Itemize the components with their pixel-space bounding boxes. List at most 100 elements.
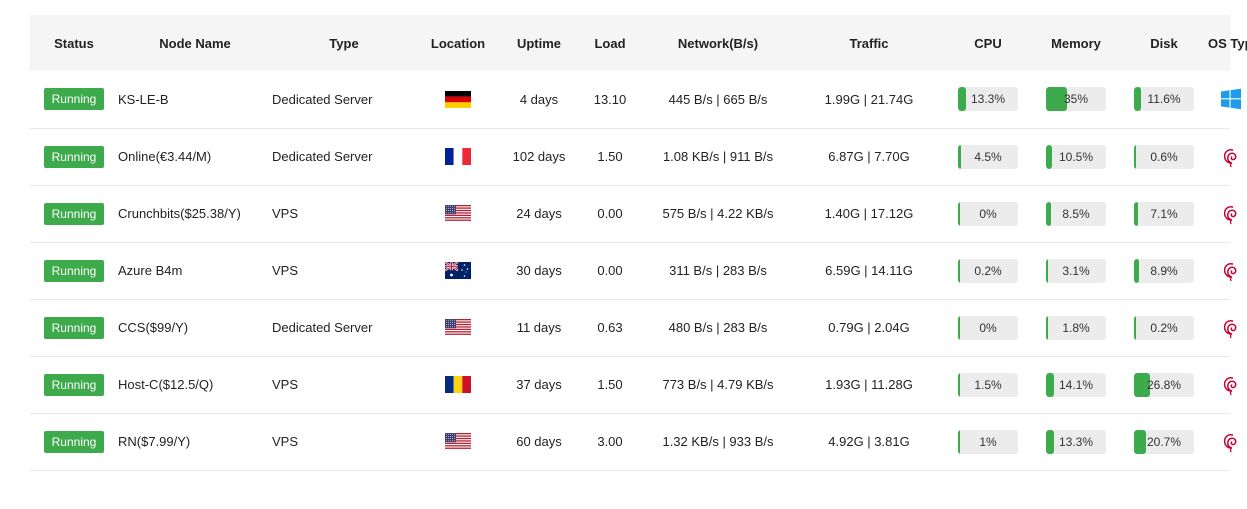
- table-row[interactable]: Running Host-C($12.5/Q) VPS 37 days 1.50 773 …: [30, 356, 1237, 413]
- cpu-bar-label: 13.3%: [970, 92, 1006, 107]
- location-cell: [416, 185, 500, 242]
- disk-bar: 0.6%: [1134, 144, 1194, 169]
- os-cell: [1208, 242, 1237, 299]
- cpu-bar-fill: [958, 372, 960, 397]
- header-status[interactable]: Status: [54, 35, 94, 51]
- us-flag-icon: [445, 205, 471, 223]
- memory-cell: 13.3%: [1032, 413, 1120, 470]
- table-row[interactable]: Running Crunchbits($25.38/Y) VPS 24 days 0.0…: [30, 185, 1237, 242]
- header-cpu[interactable]: CPU: [974, 35, 1002, 51]
- load: 0.00: [597, 263, 623, 278]
- os-cell: [1208, 185, 1237, 242]
- os-cell: [1208, 299, 1237, 356]
- header-traffic[interactable]: Traffic: [849, 35, 889, 51]
- status-cell: Running: [30, 356, 118, 413]
- node-name[interactable]: Host-C($12.5/Q): [118, 377, 214, 392]
- disk-bar-label: 0.6%: [1150, 149, 1178, 164]
- node-type: VPS: [272, 206, 299, 221]
- load: 3.00: [597, 434, 623, 449]
- fr-flag-icon: [445, 148, 471, 166]
- memory-bar-label: 14.1%: [1058, 377, 1094, 392]
- disk-bar: 20.7%: [1134, 429, 1194, 454]
- uptime: 37 days: [516, 377, 562, 392]
- cpu-bar-fill: [958, 87, 966, 112]
- memory-bar-fill: [1046, 201, 1052, 226]
- server-status-table: Status Node Name Type Location Uptime Lo…: [30, 15, 1247, 471]
- node-name[interactable]: Azure B4m: [118, 263, 183, 278]
- cpu-cell: 0.2%: [944, 242, 1032, 299]
- node-name[interactable]: KS-LE-B: [118, 91, 169, 107]
- header-node-name[interactable]: Node Name: [159, 35, 231, 51]
- header-memory[interactable]: Memory: [1051, 35, 1101, 51]
- uptime: 30 days: [516, 263, 562, 278]
- debian-icon: [1220, 203, 1242, 225]
- cpu-bar: 13.3%: [958, 87, 1018, 112]
- header-location[interactable]: Location: [430, 35, 486, 51]
- traffic: 1.99G | 21.74G: [824, 91, 914, 107]
- table-row[interactable]: Running Online(€3.44/M) Dedicated Server 10…: [30, 128, 1237, 185]
- os-cell: [1208, 413, 1237, 470]
- header-type[interactable]: Type: [329, 35, 359, 51]
- disk-bar-label: 26.8%: [1146, 377, 1182, 392]
- header-load[interactable]: Load: [594, 35, 626, 51]
- node-type: VPS: [272, 377, 299, 392]
- status-badge: Running: [44, 202, 104, 225]
- cpu-bar-fill: [958, 144, 961, 169]
- cpu-bar: 0%: [958, 201, 1018, 226]
- cpu-bar-fill: [958, 429, 960, 454]
- node-name[interactable]: Crunchbits($25.38/Y): [118, 206, 241, 221]
- cpu-cell: 1%: [944, 413, 1032, 470]
- header-network[interactable]: Network(B/s): [677, 35, 759, 51]
- cpu-bar-fill: [958, 201, 960, 226]
- windows-icon: [1220, 88, 1242, 110]
- cpu-bar-label: 0%: [979, 206, 997, 221]
- table-row[interactable]: Running RN($7.99/Y) VPS 60 days 3.00 1.32 KB/…: [30, 413, 1237, 470]
- header-disk[interactable]: Disk: [1150, 35, 1178, 51]
- cpu-cell: 4.5%: [944, 128, 1032, 185]
- location-cell: [416, 299, 500, 356]
- header-os-type[interactable]: OS Type: [1208, 35, 1247, 51]
- os-cell: [1208, 71, 1241, 128]
- traffic: 0.79G | 2.04G: [828, 320, 910, 335]
- memory-cell: 3.1%: [1032, 242, 1120, 299]
- node-name[interactable]: CCS($99/Y): [118, 320, 189, 335]
- node-name[interactable]: RN($7.99/Y): [118, 434, 191, 449]
- network: 1.32 KB/s | 933 B/s: [662, 434, 774, 449]
- disk-bar-fill: [1134, 87, 1141, 112]
- traffic: 6.59G | 14.11G: [825, 263, 913, 278]
- disk-cell: 8.9%: [1120, 242, 1208, 299]
- memory-bar-label: 3.1%: [1062, 263, 1090, 278]
- memory-cell: 8.5%: [1032, 185, 1120, 242]
- table-row[interactable]: Running CCS($99/Y) Dedicated Server 11 days…: [30, 299, 1237, 356]
- table-header-row: Status Node Name Type Location Uptime Lo…: [30, 15, 1247, 71]
- debian-icon: [1220, 260, 1242, 282]
- location-cell: [416, 242, 500, 299]
- memory-bar-label: 10.5%: [1058, 149, 1094, 164]
- memory-bar: 14.1%: [1046, 372, 1106, 397]
- load: 0.63: [597, 320, 623, 335]
- disk-cell: 7.1%: [1120, 185, 1208, 242]
- status-badge: Running: [44, 145, 104, 168]
- memory-bar: 3.1%: [1046, 258, 1106, 283]
- node-type: Dedicated Server: [272, 320, 373, 335]
- node-name[interactable]: Online(€3.44/M): [118, 149, 212, 164]
- header-uptime[interactable]: Uptime: [516, 35, 562, 51]
- debian-icon: [1220, 146, 1242, 168]
- debian-icon: [1220, 431, 1242, 453]
- disk-bar-fill: [1134, 372, 1151, 397]
- cpu-bar-fill: [958, 258, 960, 283]
- node-type: Dedicated Server: [272, 91, 373, 107]
- us-flag-icon: [445, 433, 471, 451]
- traffic: 1.40G | 17.12G: [824, 206, 914, 221]
- status-cell: Running: [30, 128, 118, 185]
- disk-cell: 0.6%: [1120, 128, 1208, 185]
- table-row[interactable]: Running KS-LE-B Dedicated Server 4 days 13.1…: [30, 71, 1241, 128]
- node-type: Dedicated Server: [272, 149, 373, 164]
- disk-bar: 26.8%: [1134, 372, 1194, 397]
- memory-bar: 8.5%: [1046, 201, 1106, 226]
- disk-bar: 7.1%: [1134, 201, 1194, 226]
- uptime: 24 days: [516, 206, 562, 221]
- table-row[interactable]: Running Azure B4m VPS 30 days 0.00 311 B/s | …: [30, 242, 1237, 299]
- status-badge: Running: [44, 430, 104, 453]
- disk-cell: 20.7%: [1120, 413, 1208, 470]
